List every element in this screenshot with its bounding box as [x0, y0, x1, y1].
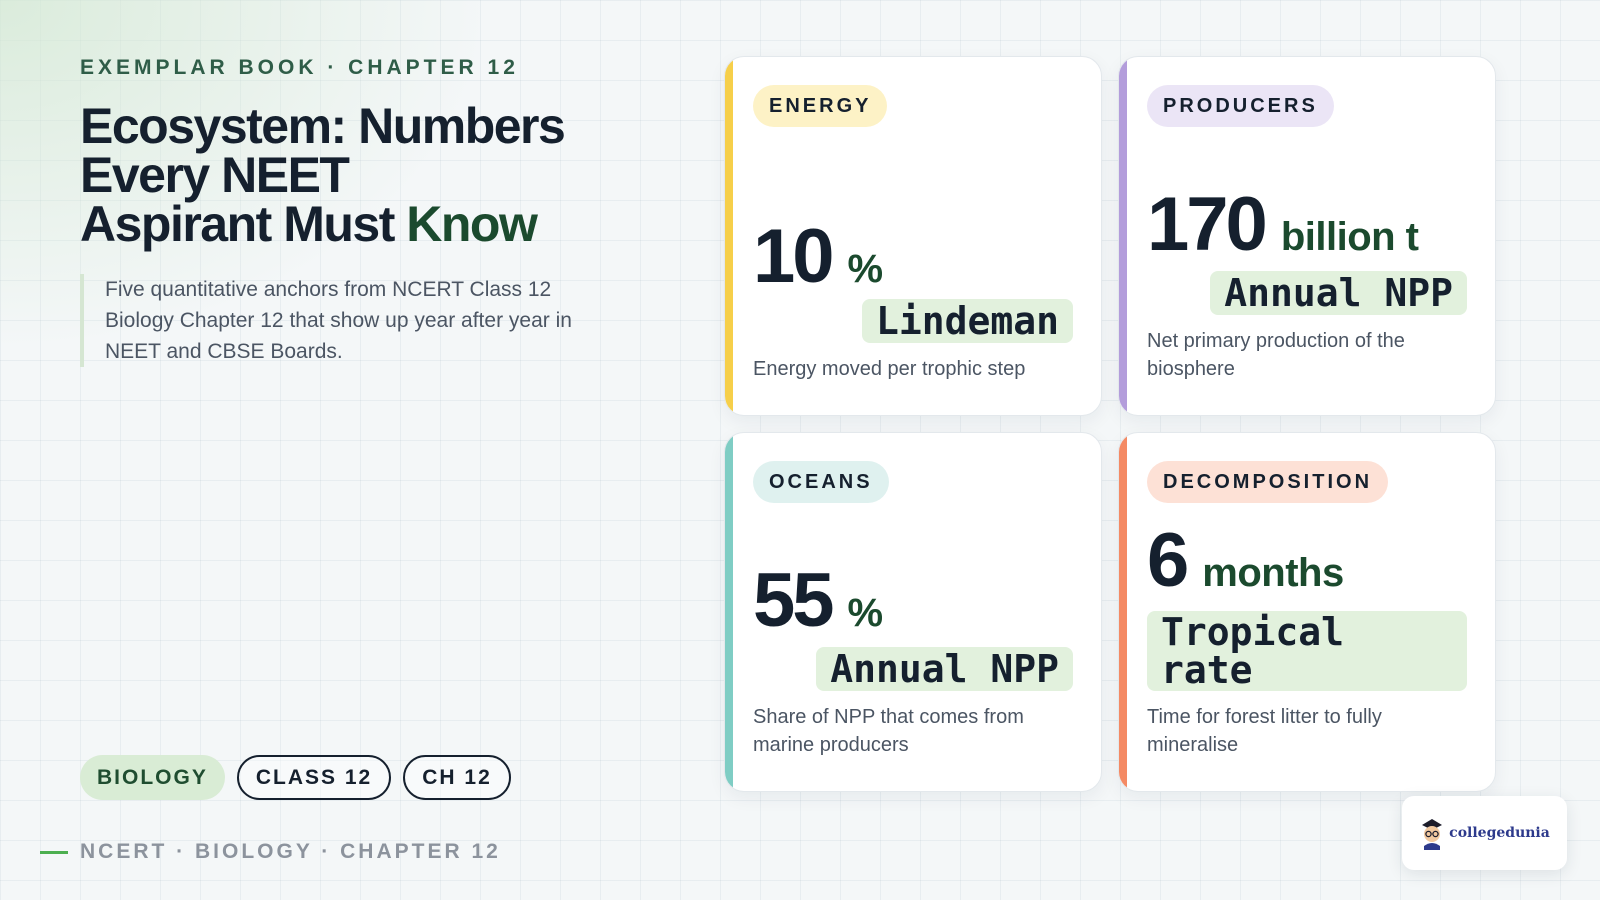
tag-biology[interactable]: BIOLOGY: [80, 755, 225, 800]
lede-line: Five quantitative anchors from NCERT Cla…: [105, 278, 552, 301]
page-title: Ecosystem: Numbers Every NEET Aspirant M…: [80, 101, 680, 252]
card-unit: %: [847, 591, 884, 635]
card-chip: Tropical rate: [1147, 611, 1467, 691]
lede: Five quantitative anchors from NCERT Cla…: [80, 274, 640, 367]
card-description-line: mineralise: [1147, 734, 1239, 756]
lede-line: Biology Chapter 12 that show up year aft…: [105, 309, 572, 332]
card-chip-line: rate: [1161, 648, 1253, 692]
footer: NCERT · BIOLOGY · CHAPTER 12: [40, 840, 501, 864]
card-description-line: Energy moved per trophic step: [753, 358, 1026, 380]
card-description-line: Time for forest litter to fully: [1147, 706, 1382, 728]
card-accent-bar: [725, 57, 733, 415]
card-value: 55 %: [753, 557, 883, 644]
card-unit: billion t: [1280, 215, 1419, 259]
student-mascot-icon: [1422, 819, 1443, 850]
card-description-line: biosphere: [1147, 358, 1235, 380]
card-chip: Annual NPP: [816, 647, 1073, 691]
card-unit: %: [847, 247, 884, 291]
card-value: 10 %: [753, 213, 883, 300]
card-number: 6: [1147, 518, 1189, 603]
card-number: 10: [753, 214, 835, 299]
card-description: Share of NPP that comes from marine prod…: [753, 703, 1073, 759]
card-accent-bar: [1119, 57, 1127, 415]
card-value: 170 billion t: [1147, 181, 1419, 268]
card-label: DECOMPOSITION: [1147, 461, 1389, 503]
title-line-2: Every NEET: [80, 147, 350, 203]
lede-line: NEET and CBSE Boards.: [105, 340, 343, 363]
card-chip-line: Tropical: [1161, 610, 1345, 654]
card-unit: months: [1202, 551, 1344, 595]
card-chip: Lindeman: [861, 299, 1073, 343]
eyebrow: EXEMPLAR BOOK · CHAPTER 12: [80, 56, 519, 79]
title-line-3: Aspirant Must: [80, 196, 407, 252]
tag-class-12[interactable]: CLASS 12: [236, 755, 392, 800]
collegedunia-logo[interactable]: collegedunia: [1402, 796, 1567, 870]
stat-card-decomposition: DECOMPOSITION 6 months Tropical rate Tim…: [1118, 432, 1496, 792]
card-number: 55: [753, 558, 835, 643]
card-accent-bar: [1119, 433, 1127, 791]
card-label: PRODUCERS: [1147, 85, 1334, 127]
stat-card-oceans: OCEANS 55 % Annual NPP Share of NPP that…: [724, 432, 1102, 792]
tag-list: BIOLOGY CLASS 12 CH 12: [80, 755, 511, 800]
card-description-line: Net primary production of the: [1147, 330, 1405, 352]
stat-card-producers: PRODUCERS 170 billion t Annual NPP Net p…: [1118, 56, 1496, 416]
card-description: Net primary production of the biosphere: [1147, 327, 1467, 383]
card-accent-bar: [725, 433, 733, 791]
card-chip: Annual NPP: [1210, 271, 1467, 315]
card-description-line: Share of NPP that comes from: [753, 706, 1024, 728]
title-highlight: Know: [406, 196, 538, 252]
card-description-line: marine producers: [753, 734, 909, 756]
footer-dash: [40, 850, 68, 854]
card-description: Energy moved per trophic step: [753, 355, 1073, 383]
title-line-1: Ecosystem: Numbers: [80, 98, 566, 154]
card-label: OCEANS: [753, 461, 889, 503]
footer-text: NCERT · BIOLOGY · CHAPTER 12: [80, 840, 501, 863]
tag-ch-12[interactable]: CH 12: [403, 755, 511, 800]
card-number: 170: [1147, 182, 1268, 267]
card-label: ENERGY: [753, 85, 888, 127]
stat-card-energy: ENERGY 10 % Lindeman Energy moved per tr…: [724, 56, 1102, 416]
card-value: 6 months: [1147, 517, 1344, 604]
logo-text: collegedunia: [1449, 825, 1550, 841]
card-description: Time for forest litter to fully minerali…: [1147, 703, 1467, 759]
